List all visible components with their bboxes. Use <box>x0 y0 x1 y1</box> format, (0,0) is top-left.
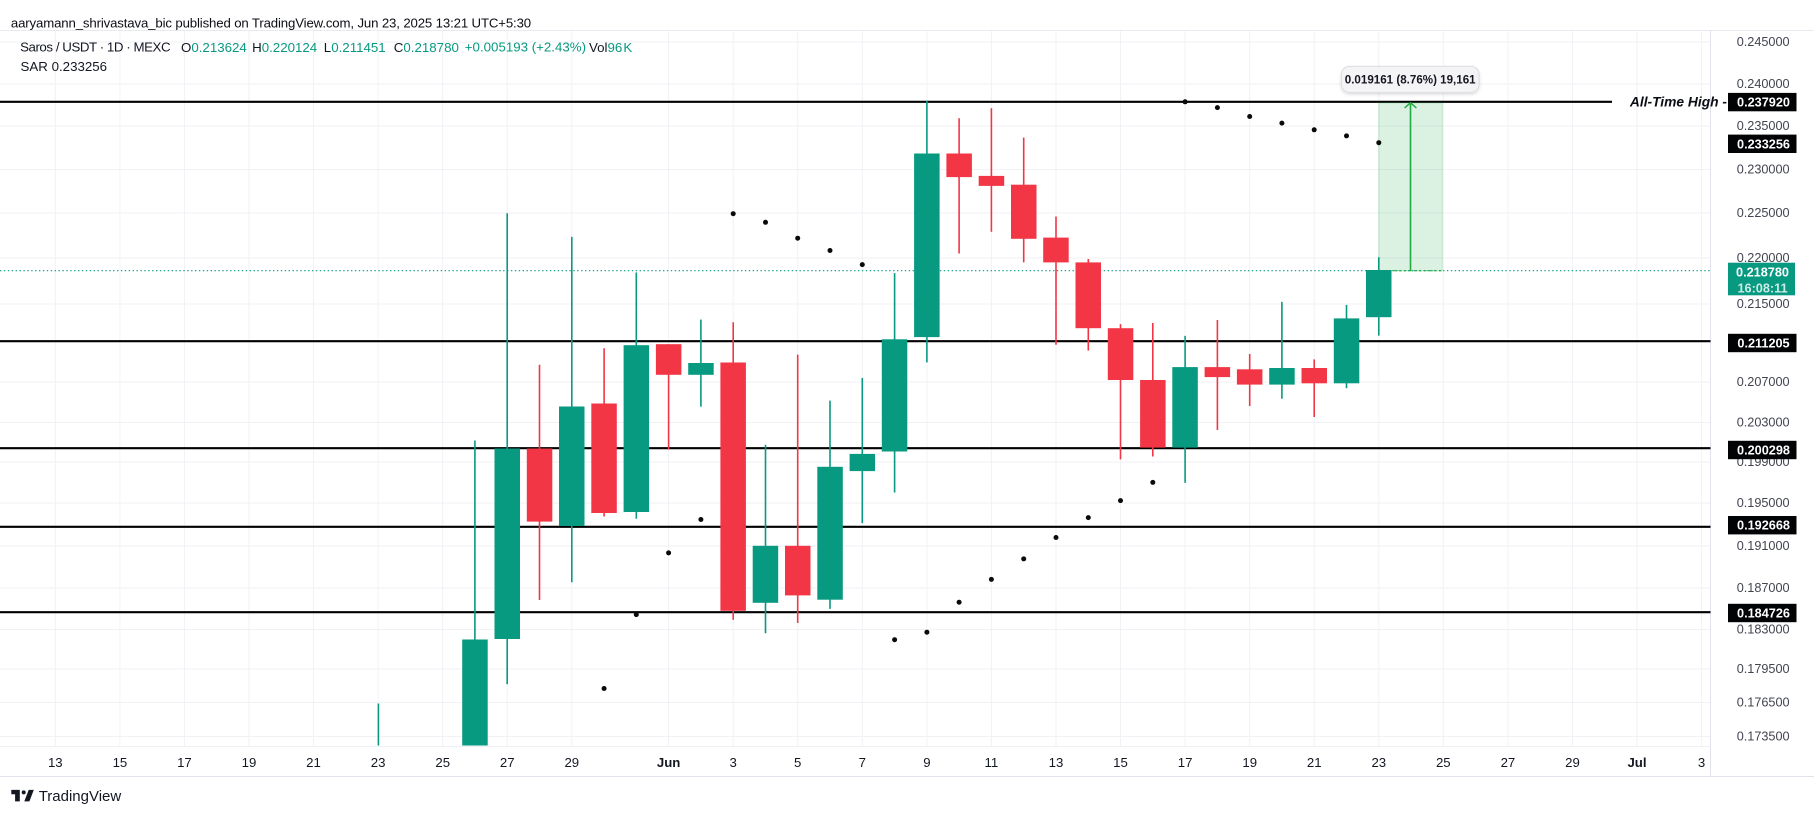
svg-text:Vol96 K: Vol96 K <box>589 39 632 54</box>
svg-text:0.220000: 0.220000 <box>1737 251 1790 265</box>
svg-text:3: 3 <box>730 755 737 770</box>
svg-text:9: 9 <box>923 755 930 770</box>
svg-text:Jun: Jun <box>657 755 680 770</box>
svg-text:0.019161 (8.76%) 19,161: 0.019161 (8.76%) 19,161 <box>1345 74 1476 87</box>
svg-text:13: 13 <box>48 755 63 770</box>
svg-text:+0.005193 (+2.43%): +0.005193 (+2.43%) <box>465 39 586 54</box>
svg-text:13: 13 <box>1049 755 1064 770</box>
svg-text:0.179500: 0.179500 <box>1737 662 1790 676</box>
svg-text:5: 5 <box>794 755 801 770</box>
svg-text:0.211205: 0.211205 <box>1737 337 1789 351</box>
svg-text:21: 21 <box>1307 755 1322 770</box>
svg-text:0.235000: 0.235000 <box>1737 119 1790 133</box>
svg-text:0.215000: 0.215000 <box>1737 297 1790 311</box>
svg-text:Jul: Jul <box>1627 755 1646 770</box>
svg-text:29: 29 <box>1565 755 1580 770</box>
svg-text:17: 17 <box>1178 755 1193 770</box>
svg-text:19: 19 <box>242 755 257 770</box>
svg-text:H0.220124: H0.220124 <box>252 39 317 54</box>
svg-text:0.195000: 0.195000 <box>1737 496 1790 510</box>
svg-text:3: 3 <box>1698 755 1705 770</box>
svg-text:0.233256: 0.233256 <box>1737 137 1790 151</box>
svg-text:16:08:11: 16:08:11 <box>1737 281 1787 295</box>
svg-text:0.240000: 0.240000 <box>1737 77 1790 91</box>
svg-text:27: 27 <box>1501 755 1516 770</box>
svg-text:0.187000: 0.187000 <box>1737 581 1790 595</box>
svg-text:21: 21 <box>306 755 321 770</box>
svg-text:O0.213624: O0.213624 <box>181 39 247 54</box>
svg-text:27: 27 <box>500 755 515 770</box>
svg-text:0.245000: 0.245000 <box>1737 35 1790 49</box>
svg-text:0.218780: 0.218780 <box>1736 266 1789 280</box>
svg-text:0.200298: 0.200298 <box>1737 444 1790 458</box>
svg-text:0.184726: 0.184726 <box>1737 607 1790 621</box>
svg-text:0.183000: 0.183000 <box>1737 623 1790 637</box>
svg-text:TradingView: TradingView <box>39 788 122 805</box>
svg-text:aaryamann_shrivastava_bic publ: aaryamann_shrivastava_bic published on T… <box>11 16 531 31</box>
svg-text:0.192668: 0.192668 <box>1737 519 1790 533</box>
svg-text:19: 19 <box>1242 755 1257 770</box>
svg-text:0.233256: 0.233256 <box>52 59 107 74</box>
svg-text:15: 15 <box>113 755 128 770</box>
svg-text:0.173500: 0.173500 <box>1737 730 1790 744</box>
svg-text:17: 17 <box>177 755 192 770</box>
svg-text:23: 23 <box>1371 755 1386 770</box>
svg-text:L0.211451: L0.211451 <box>324 39 386 54</box>
svg-text:All-Time High -: All-Time High - <box>1629 94 1727 109</box>
svg-text:Saros / USDT · 1D · MEXC: Saros / USDT · 1D · MEXC <box>20 39 171 54</box>
svg-text:0.207000: 0.207000 <box>1737 375 1790 389</box>
svg-text:0.230000: 0.230000 <box>1737 163 1790 177</box>
svg-text:SAR: SAR <box>21 59 48 74</box>
svg-text:23: 23 <box>371 755 386 770</box>
svg-text:0.191000: 0.191000 <box>1737 539 1790 553</box>
svg-text:29: 29 <box>564 755 579 770</box>
svg-text:11: 11 <box>985 755 999 770</box>
svg-text:0.176500: 0.176500 <box>1737 696 1790 710</box>
svg-text:0.203000: 0.203000 <box>1737 416 1790 430</box>
svg-text:C0.218780: C0.218780 <box>394 39 459 54</box>
svg-text:7: 7 <box>859 755 866 770</box>
svg-text:15: 15 <box>1113 755 1128 770</box>
svg-text:0.225000: 0.225000 <box>1737 206 1790 220</box>
svg-text:0.237920: 0.237920 <box>1737 96 1790 110</box>
svg-text:25: 25 <box>1436 755 1451 770</box>
svg-text:25: 25 <box>435 755 450 770</box>
